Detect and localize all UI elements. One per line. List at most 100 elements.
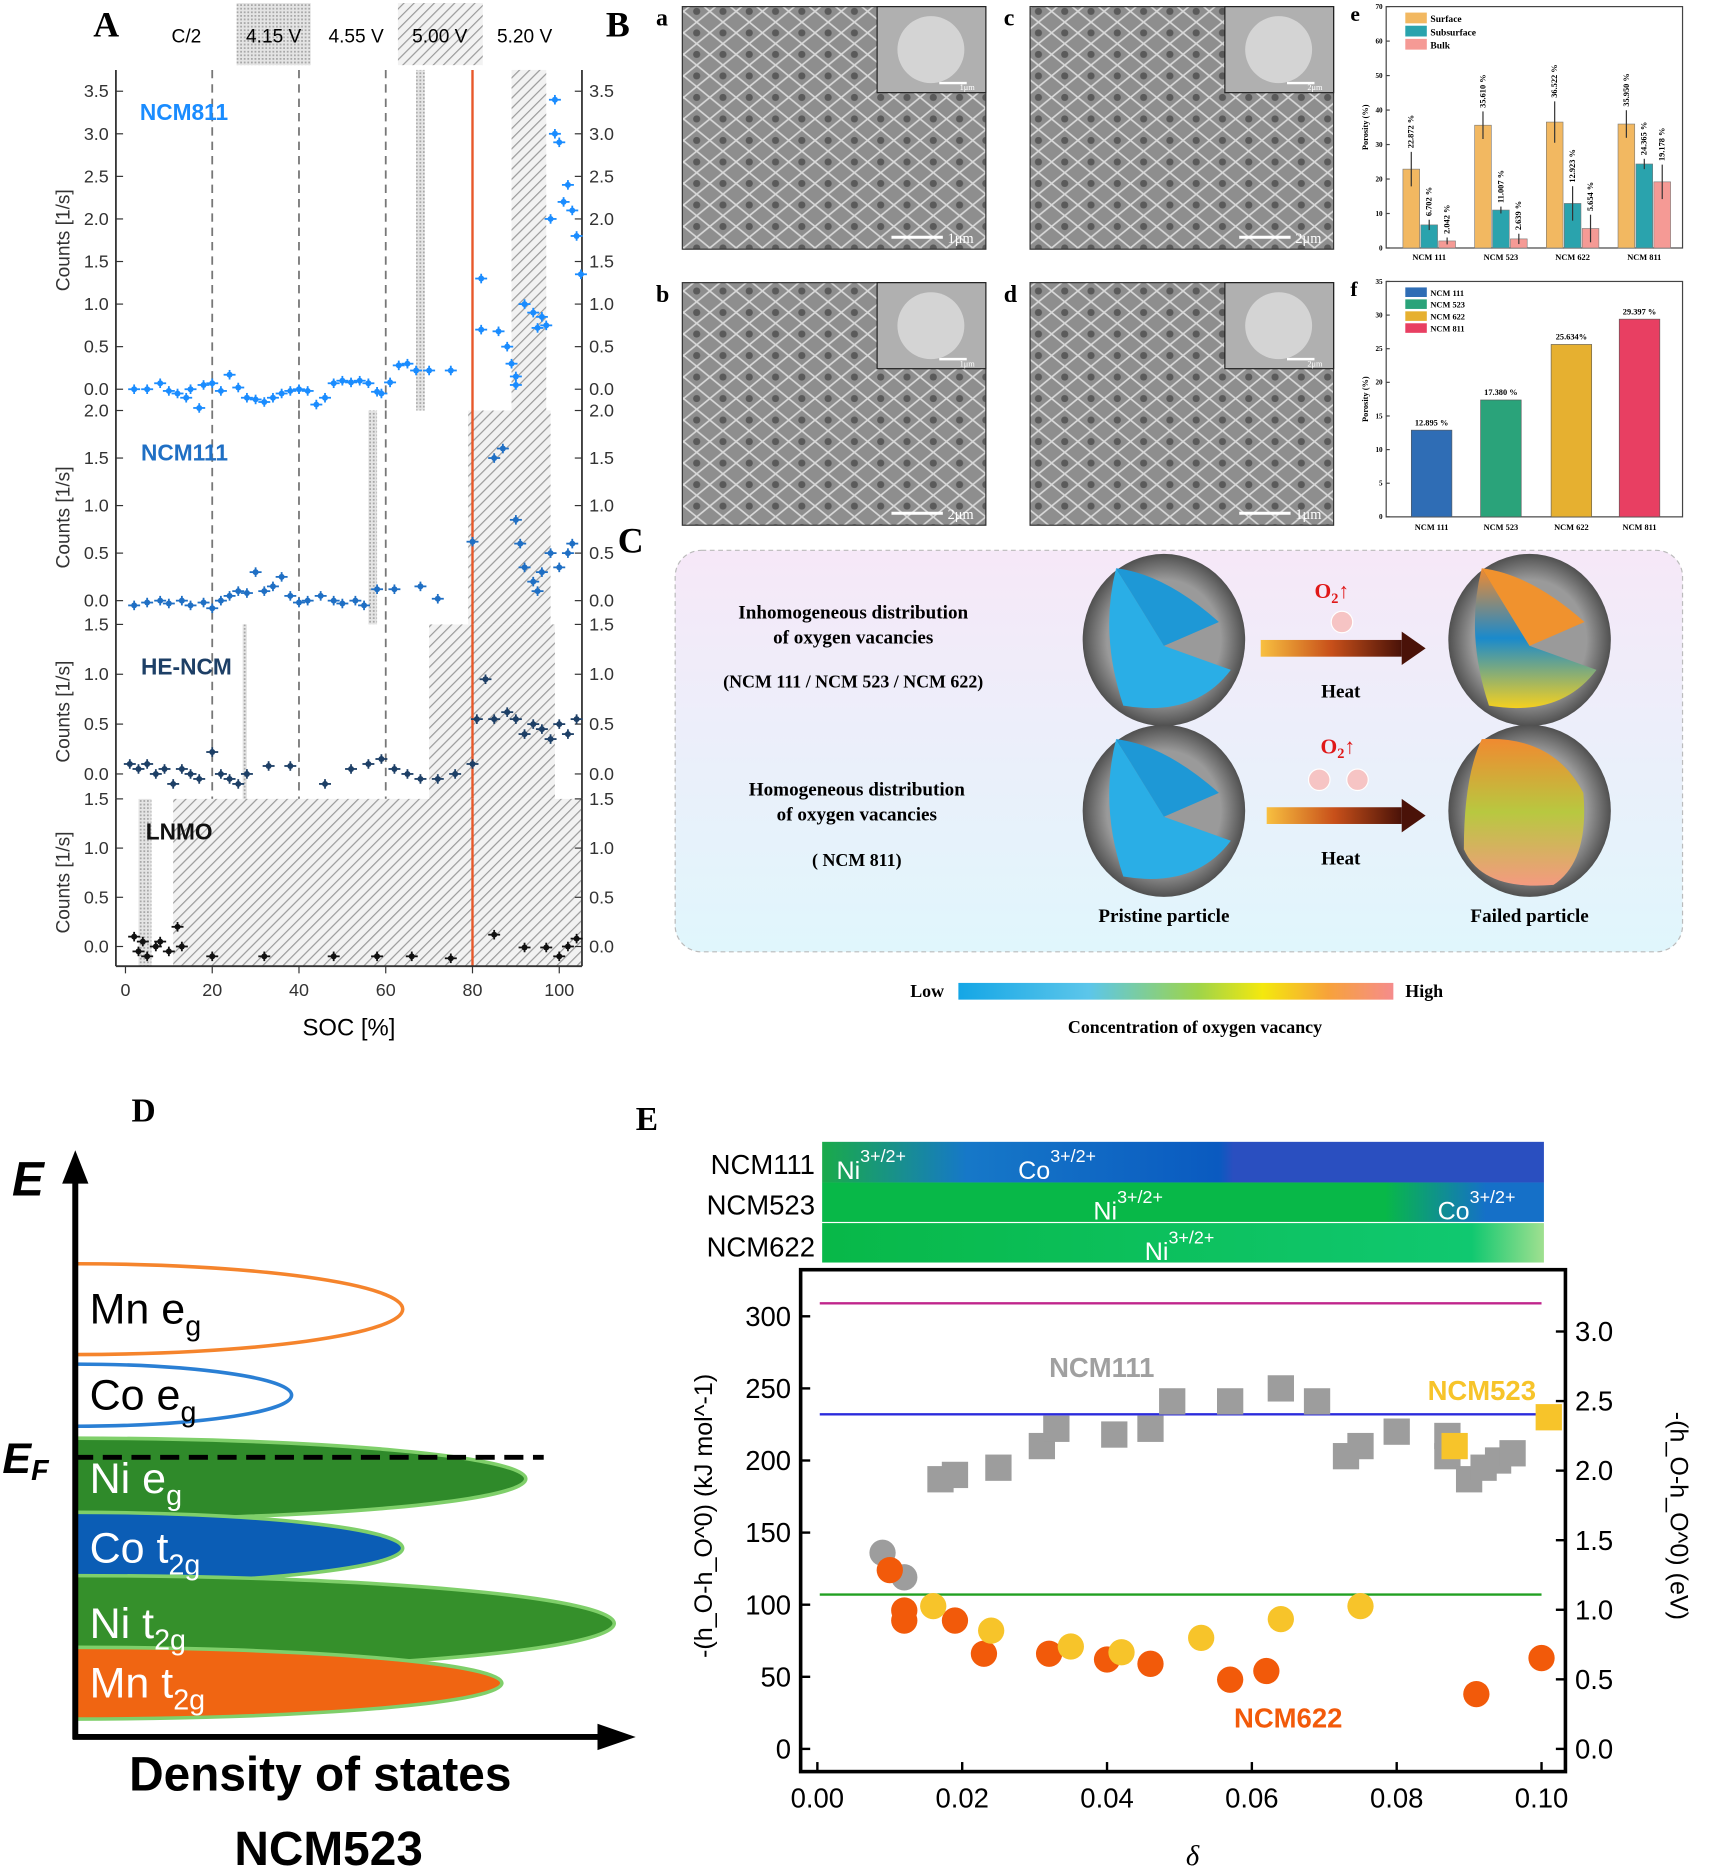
plot-frame: [1385, 280, 1684, 518]
data-point: [488, 453, 501, 463]
bar-ncm622: [1550, 344, 1593, 518]
bar-value-label: 11.007 %: [1496, 170, 1505, 203]
data-point: [371, 584, 384, 595]
ncm523-ni-label: Ni3+/2+: [1093, 1187, 1163, 1226]
data-point-ncm622: [1216, 1666, 1244, 1693]
y-tick-label: 50: [1375, 72, 1383, 80]
data-point: [535, 312, 548, 322]
data-point: [249, 567, 262, 577]
data-point: [496, 443, 509, 454]
x-tick-label: 100: [544, 980, 574, 1000]
y-tick-label-right: 1.0: [589, 838, 614, 858]
bar-value-label: 5.654 %: [1586, 182, 1595, 211]
data-point: [509, 515, 522, 525]
data-point: [175, 941, 188, 952]
data-point: [301, 386, 314, 396]
y-tick-label: 1.5: [84, 614, 109, 634]
bar-value-label: 25.634%: [1556, 333, 1587, 342]
sem-letter: a: [656, 6, 668, 32]
scale-label: 2μm: [948, 507, 974, 523]
pristine-particle-label: Pristine particle: [1098, 906, 1229, 927]
scale-label: 1μm: [948, 231, 974, 247]
ncm523-co-label: Co3+/2+: [1438, 1187, 1516, 1226]
panel-label-c: C: [618, 521, 644, 561]
bar-value-label: 12.895 %: [1415, 418, 1448, 427]
bar-value-label: 6.702 %: [1425, 187, 1434, 216]
dos-sample-label: NCM523: [234, 1823, 423, 1875]
oxygen-bubble-2: [1307, 768, 1369, 792]
data-point-ncm622: [970, 1640, 998, 1667]
y-tick-label-right: 2.5: [589, 166, 614, 186]
data-point: [275, 388, 288, 399]
colorbar-title: Concentration of oxygen vacancy: [1068, 1017, 1322, 1037]
band-subscript: 2g: [154, 1625, 186, 1657]
inset-scale-label: 2μm: [1307, 359, 1323, 368]
ncm622-ni-label: Ni3+/2+: [1145, 1227, 1215, 1266]
data-point: [158, 764, 171, 774]
y-tick-label-right: 2.0: [1575, 1455, 1613, 1486]
data-point: [570, 933, 583, 944]
data-point: [561, 548, 574, 558]
x-tick-label: 0.08: [1370, 1782, 1423, 1813]
data-point: [561, 941, 574, 952]
y-tick-label-right: 2.0: [589, 209, 614, 229]
protocol-box-5-00v: [397, 3, 483, 66]
data-point: [184, 600, 197, 611]
legend-label: NCM 811: [1430, 325, 1464, 334]
data-point: [123, 759, 136, 769]
data-point: [531, 586, 544, 596]
y-tick-label: 3.5: [84, 81, 109, 101]
panel-a-xlabel: SOC [%]: [302, 1014, 395, 1041]
y-tick-label: 1.0: [84, 838, 109, 858]
data-point-ncm523: [1188, 1624, 1215, 1652]
y-tick-label-right: 0.0: [589, 764, 614, 784]
y-axis-label: Porosity (%): [1361, 104, 1370, 150]
data-point-ncm111: [1137, 1415, 1164, 1442]
data-point: [284, 591, 297, 601]
data-point-ncm622: [1253, 1657, 1280, 1685]
data-point: [514, 538, 527, 549]
subplot-ncm111: 0.0 0.0 0.5 0.5 1.0 1.0 1.5 1.5 2.0 2.0 NCM111 Coun…: [53, 400, 614, 625]
data-point: [284, 386, 297, 396]
data-point: [275, 572, 288, 582]
data-point: [518, 942, 531, 953]
protocol-4-55v: 4.55 V: [328, 26, 384, 47]
protocol-5-00v: 5.00 V: [412, 26, 468, 47]
data-point: [371, 951, 384, 962]
chart-letter: f: [1350, 277, 1358, 301]
x-tick-label: 60: [376, 980, 396, 1000]
data-point-ncm111: [1267, 1375, 1294, 1402]
bar-ncm811: [1618, 318, 1661, 518]
redox-bars: NCM111 NCM523 NCM622 Ni3+/2+ Co3+/2+ Ni3…: [707, 1141, 1544, 1266]
data-point: [479, 674, 492, 685]
band-subscript: 2g: [173, 1684, 205, 1716]
legend-swatch: [1405, 299, 1427, 309]
y-tick-label: 30: [1375, 141, 1383, 149]
data-point: [544, 548, 557, 558]
data-point: [475, 324, 488, 335]
data-point: [206, 951, 219, 962]
row1-title-line2: of oxygen vacancies: [773, 628, 933, 649]
y-axis-label: Counts [1/s]: [53, 189, 74, 291]
x-axis-label: δ: [1186, 1840, 1200, 1872]
data-point: [301, 595, 314, 606]
data-point: [345, 377, 358, 388]
dos-band-mn-t2g: [75, 1645, 504, 1721]
y-tick-label: 0.0: [84, 379, 109, 399]
y-tick-label: 40: [1375, 106, 1383, 114]
legend-label: Surface: [1430, 14, 1461, 25]
y-tick-label-right: 3.0: [1575, 1316, 1613, 1347]
plot-frame: [1385, 6, 1684, 249]
y-tick-label-right: 1.5: [589, 789, 614, 809]
data-point: [518, 299, 531, 309]
bar-subsurface: [1635, 163, 1653, 249]
data-point: [284, 761, 297, 771]
y-tick-label-right: 0.5: [589, 887, 614, 907]
heat-arrow-1: [1260, 631, 1426, 666]
data-point-ncm523: [1441, 1432, 1468, 1460]
data-point: [574, 269, 587, 280]
inset-scale-label: 1μm: [960, 83, 976, 92]
data-point: [310, 399, 323, 410]
data-point: [553, 562, 566, 573]
